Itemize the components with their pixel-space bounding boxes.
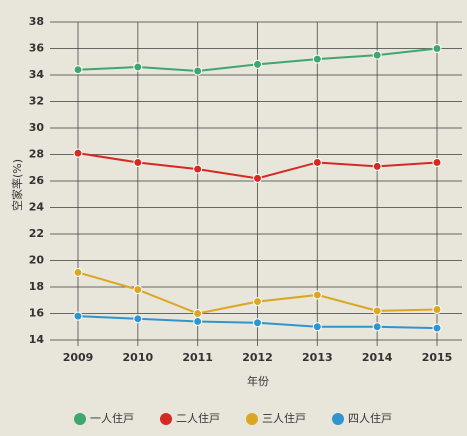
point: [194, 67, 202, 75]
x-tick-label: 2012: [242, 351, 273, 364]
point: [194, 310, 202, 318]
y-tick-label: 34: [29, 68, 45, 81]
point: [254, 174, 262, 182]
x-tick-label: 2013: [302, 351, 333, 364]
y-tick-label: 16: [29, 307, 45, 320]
point: [373, 307, 381, 315]
point: [74, 149, 82, 157]
point: [254, 319, 262, 327]
point: [313, 55, 321, 63]
point: [373, 51, 381, 59]
chart: 空家率(%) 年份 14 16 18 20 22 24 26 28 30 32 34 36 38 2009…: [0, 0, 467, 436]
point: [254, 298, 262, 306]
point: [373, 162, 381, 170]
y-tick-label: 20: [29, 254, 45, 267]
point: [433, 306, 441, 314]
y-tick-label: 24: [29, 201, 45, 214]
legend-marker: [160, 413, 172, 425]
point: [313, 158, 321, 166]
point: [433, 158, 441, 166]
point: [313, 323, 321, 331]
point: [134, 315, 142, 323]
legend-marker: [246, 413, 258, 425]
point: [194, 317, 202, 325]
y-tick-label: 18: [29, 280, 44, 293]
y-tick-label: 22: [29, 227, 44, 240]
point: [134, 158, 142, 166]
legend-label: 二人住戸: [176, 411, 220, 425]
y-tick-label: 30: [29, 121, 45, 134]
point: [74, 268, 82, 276]
x-tick-label: 2015: [422, 351, 453, 364]
point: [134, 286, 142, 294]
x-tick-label: 2014: [362, 351, 393, 364]
point: [373, 323, 381, 331]
y-tick-label: 28: [29, 148, 44, 161]
legend-marker: [74, 413, 86, 425]
legend-marker: [332, 413, 344, 425]
point: [194, 165, 202, 173]
point: [313, 291, 321, 299]
y-tick-label: 38: [29, 15, 44, 28]
y-axis-label: 空家率(%): [10, 159, 24, 211]
x-tick-label: 2011: [182, 351, 213, 364]
y-tick-label: 14: [29, 333, 45, 346]
legend-label: 三人住戸: [262, 411, 306, 425]
point: [433, 324, 441, 332]
x-tick-label: 2009: [63, 351, 94, 364]
point: [74, 312, 82, 320]
point: [134, 63, 142, 71]
x-axis-label: 年份: [247, 374, 269, 388]
y-tick-label: 26: [29, 174, 45, 187]
y-tick-label: 32: [29, 95, 44, 108]
legend-label: 四人住戸: [348, 411, 392, 425]
x-tick-label: 2010: [123, 351, 154, 364]
y-tick-label: 36: [29, 42, 45, 55]
legend-label: 一人住戸: [90, 411, 134, 425]
point: [433, 45, 441, 53]
point: [74, 66, 82, 74]
point: [254, 60, 262, 68]
background: [0, 0, 467, 436]
